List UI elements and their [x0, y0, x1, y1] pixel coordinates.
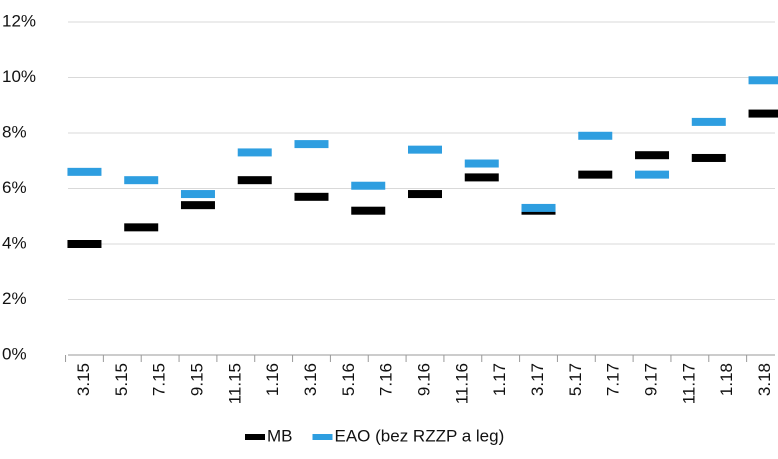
dash-marker [124, 223, 159, 232]
x-tick-label: 5.16 [339, 363, 358, 396]
dash-marker [294, 140, 329, 149]
dash-marker [237, 176, 272, 185]
dash-marker [351, 181, 386, 190]
x-tick-label: 7.16 [377, 363, 396, 396]
y-tick-label: 12% [2, 11, 36, 30]
dash-marker [464, 173, 499, 182]
x-tick-label: 9.17 [642, 363, 661, 396]
x-tick-label: 1.18 [717, 363, 736, 396]
dash-marker [578, 131, 613, 140]
legend-swatch [245, 434, 265, 440]
x-tick-label: 3.15 [74, 363, 93, 396]
y-tick-label: 2% [2, 289, 27, 308]
dash-marker [521, 203, 556, 212]
dash-marker [67, 240, 102, 248]
dash-marker [294, 192, 329, 201]
dash-marker [748, 76, 778, 85]
legend-label: EAO (bez RZZP a leg) [335, 426, 505, 445]
dash-marker [180, 201, 215, 210]
dash-marker [351, 206, 386, 215]
x-tick-label: 1.16 [263, 363, 282, 396]
y-tick-label: 4% [2, 233, 27, 252]
legend-label: MB [267, 426, 293, 445]
y-tick-label: 6% [2, 178, 27, 197]
x-tick-label: 5.17 [566, 363, 585, 396]
dash-marker [578, 170, 613, 179]
legend: MB EAO (bez RZZP a leg) [245, 426, 504, 445]
x-tick-label: 7.17 [604, 363, 623, 396]
x-tick-label: 9.15 [187, 363, 206, 396]
y-tick-label: 10% [2, 67, 36, 86]
x-tick-label: 7.15 [150, 363, 169, 396]
dash-marker [635, 170, 670, 179]
x-tick-label: 11.16 [452, 363, 471, 404]
x-tick-label: 5.15 [112, 363, 131, 396]
x-tick-label: 11.15 [225, 363, 244, 404]
dash-marker [635, 151, 670, 160]
dash-marker [408, 145, 442, 154]
dash-marker [748, 109, 778, 118]
dash-marker [464, 159, 499, 168]
x-tick-label: 3.17 [528, 363, 547, 396]
y-tick-label: 0% [2, 344, 27, 363]
dash-marker [691, 117, 726, 126]
x-tick-label: 11.17 [679, 363, 698, 404]
dash-marker [67, 167, 102, 176]
x-tick-label: 3.18 [755, 363, 774, 396]
dash-marker [408, 190, 442, 199]
dash-marker [237, 148, 272, 157]
dash-marker [691, 153, 726, 162]
dash-marker [124, 176, 159, 185]
dash-marker [180, 190, 215, 199]
legend-swatch [312, 434, 333, 440]
x-tick-label: 9.16 [414, 363, 433, 396]
x-tick-label: 3.16 [301, 363, 320, 396]
x-tick-label: 1.17 [490, 363, 509, 396]
y-tick-label: 8% [2, 122, 27, 141]
